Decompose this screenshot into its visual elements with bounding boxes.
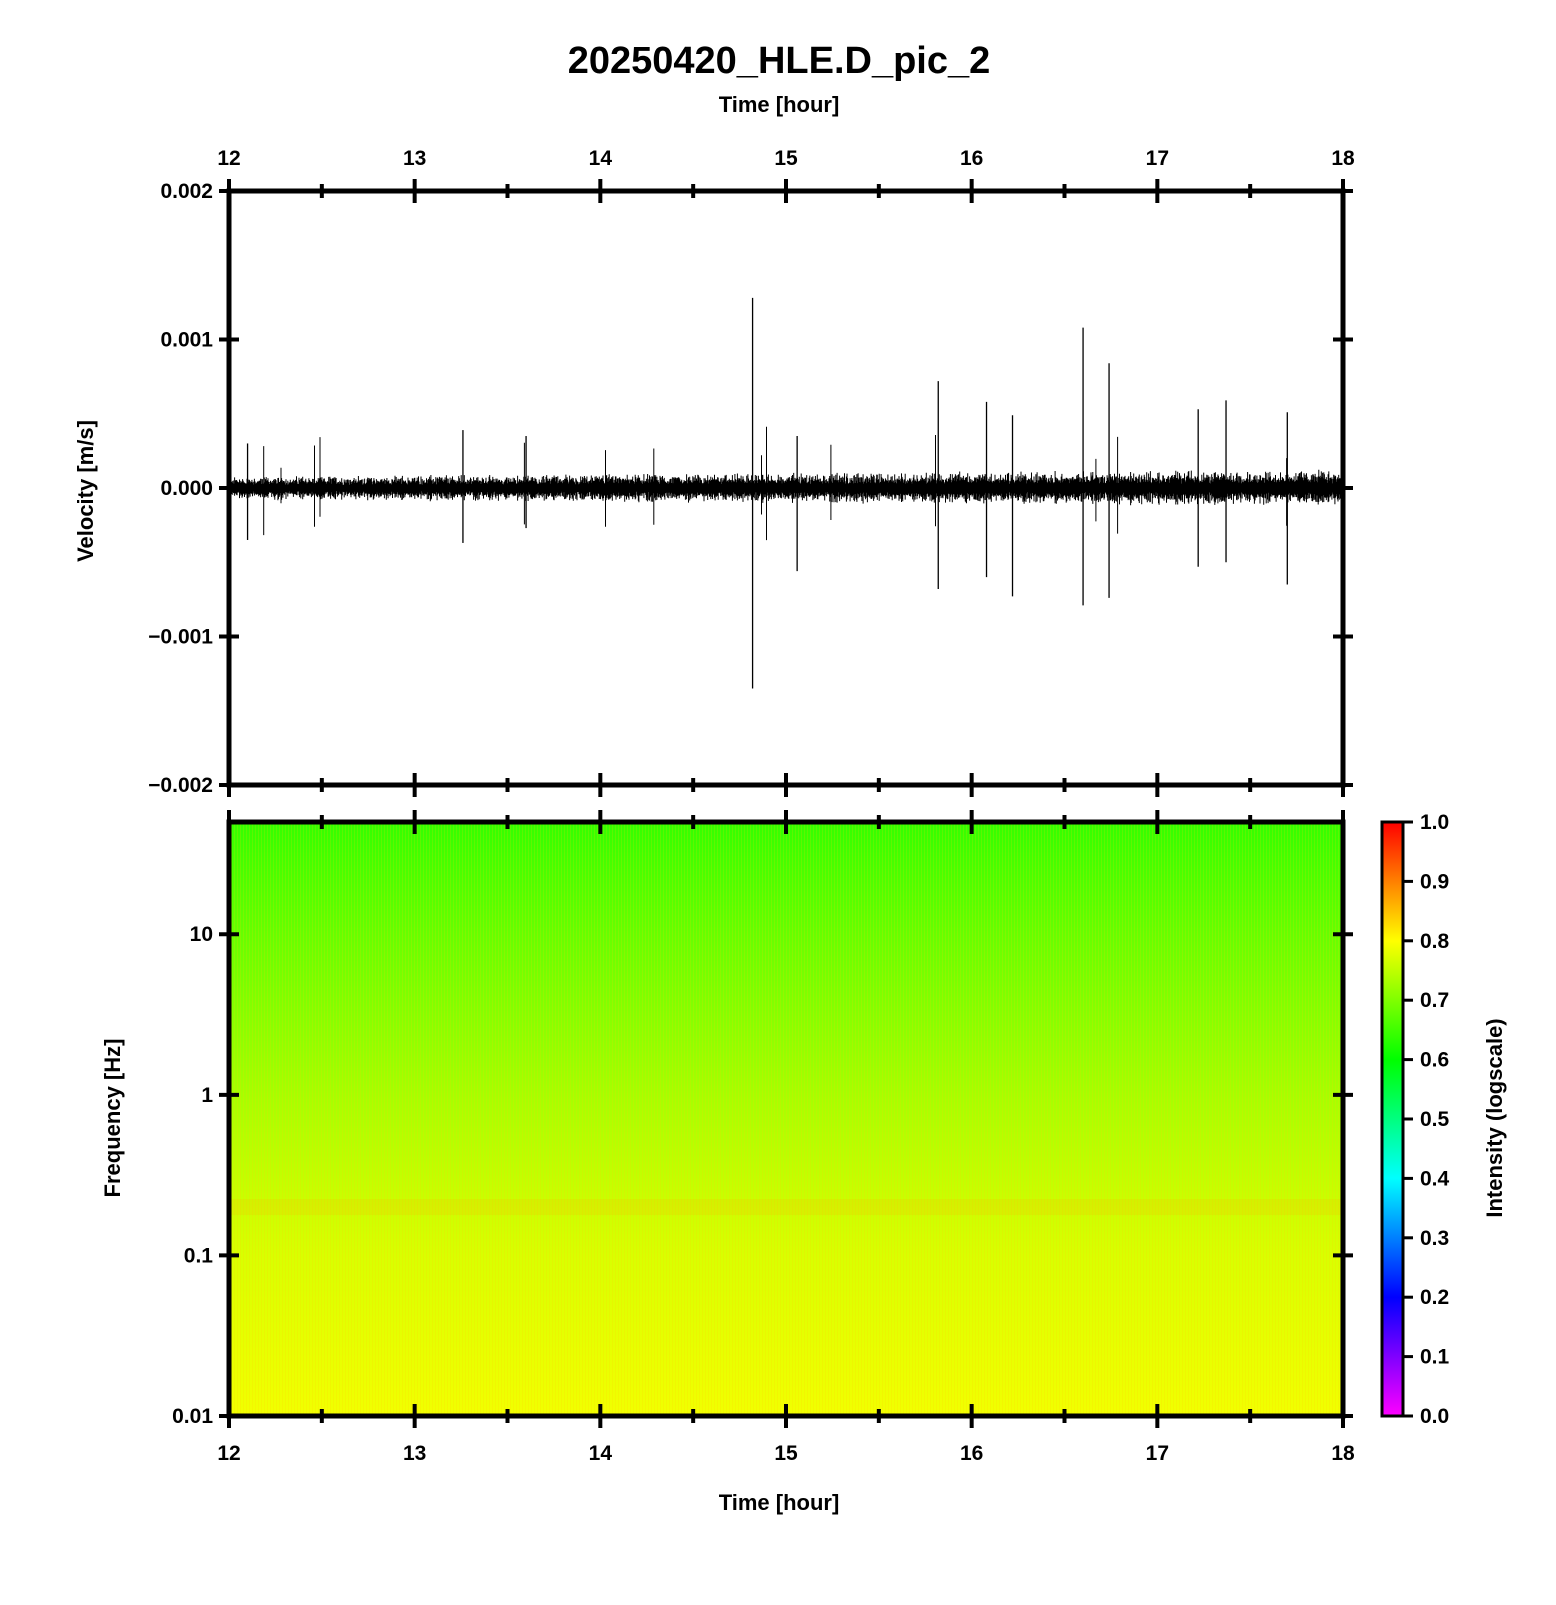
colorbar-label: Intensity (logscale): [1482, 1018, 1507, 1217]
wave-x-tick-label: 16: [960, 147, 983, 170]
wave-x-tick-label: 13: [403, 147, 426, 170]
spec-x-tick-label: 17: [1146, 1442, 1169, 1465]
spec-y-tick-label: 0.01: [172, 1405, 213, 1428]
spectrogram-band-0.2hz: [229, 1199, 1343, 1216]
spec-x-tick-label: 12: [217, 1442, 240, 1465]
spec-x-tick-label: 14: [589, 1442, 613, 1465]
colorbar-tick-label: 0.0: [1420, 1405, 1449, 1428]
spec-x-tick-label: 16: [960, 1442, 983, 1465]
spectrogram-ylabel: Frequency [Hz]: [100, 1039, 125, 1198]
figure-title: 20250420_HLE.D_pic_2: [568, 40, 991, 82]
waveform-top-xlabel: Time [hour]: [719, 92, 840, 117]
colorbar-tick-label: 0.9: [1420, 870, 1449, 893]
colorbar-ticks: 0.0 0.1 0.2 0.3 0.4 0.5 0.6 0.7 0.8 0.9 1.0: [1403, 811, 1450, 1428]
colorbar-tick-label: 0.1: [1420, 1346, 1450, 1369]
wave-x-tick-label: 14: [589, 147, 613, 170]
wave-y-tick-label: −0.001: [148, 626, 213, 649]
wave-y-tick-label: −0.002: [148, 774, 213, 797]
spectrogram-x-tick-labels: 12 13 14 15 16 17 18: [217, 1442, 1355, 1465]
spec-x-tick-label: 13: [403, 1442, 426, 1465]
wave-y-tick-label: 0.002: [160, 180, 213, 203]
waveform-trace: [228, 297, 1344, 689]
wave-x-tick-label: 17: [1146, 147, 1169, 170]
waveform-frame: [226, 188, 1346, 788]
spec-y-tick-label: 0.1: [184, 1244, 214, 1267]
spec-y-tick-label: 10: [190, 923, 213, 946]
spectrogram-texture: [229, 822, 1343, 1416]
colorbar: 0.0 0.1 0.2 0.3 0.4 0.5 0.6 0.7 0.8 0.9 1.0 Intens…: [1380, 811, 1507, 1428]
spec-x-tick-label: 15: [774, 1442, 798, 1465]
wave-x-tick-label: 18: [1331, 147, 1355, 170]
colorbar-tick-label: 0.6: [1420, 1049, 1449, 1072]
waveform-top-tick-labels: 12 13 14 15 16 17 18: [217, 147, 1355, 170]
waveform-panel: Time [hour] Velocity [m/s] 12 13 14 15 16 17 1…: [73, 92, 1355, 797]
waveform-line: [228, 426, 1344, 541]
spectrogram-frame: [226, 819, 1346, 1419]
colorbar-tick-label: 0.5: [1420, 1108, 1450, 1131]
colorbar-gradient: [1380, 820, 1405, 1418]
wave-x-tick-label: 12: [217, 147, 240, 170]
colorbar-tick-label: 0.4: [1420, 1167, 1450, 1190]
wave-x-tick-label: 15: [774, 147, 798, 170]
colorbar-tick-label: 0.3: [1420, 1227, 1449, 1250]
waveform-ylabel: Velocity [m/s]: [73, 420, 98, 562]
spec-y-tick-label: 1: [201, 1084, 213, 1107]
colorbar-tick-label: 0.2: [1420, 1286, 1449, 1309]
waveform-y-tick-labels: 0.002 0.001 0.000 −0.001 −0.002: [148, 180, 213, 797]
colorbar-tick-label: 0.8: [1420, 930, 1450, 953]
spectrogram-panel: 12 13 14 15 16 17 18 10 1 0.1 0.01 Time [hour] Fr…: [100, 810, 1355, 1515]
spectrogram-y-tick-labels: 10 1 0.1 0.01: [172, 923, 213, 1428]
colorbar-tick-label: 0.7: [1420, 989, 1449, 1012]
spectrogram-xlabel: Time [hour]: [719, 1490, 840, 1515]
wave-y-tick-label: 0.001: [160, 329, 213, 352]
spec-x-tick-label: 18: [1331, 1442, 1355, 1465]
colorbar-tick-label: 1.0: [1420, 811, 1449, 834]
wave-y-tick-label: 0.000: [160, 477, 213, 500]
